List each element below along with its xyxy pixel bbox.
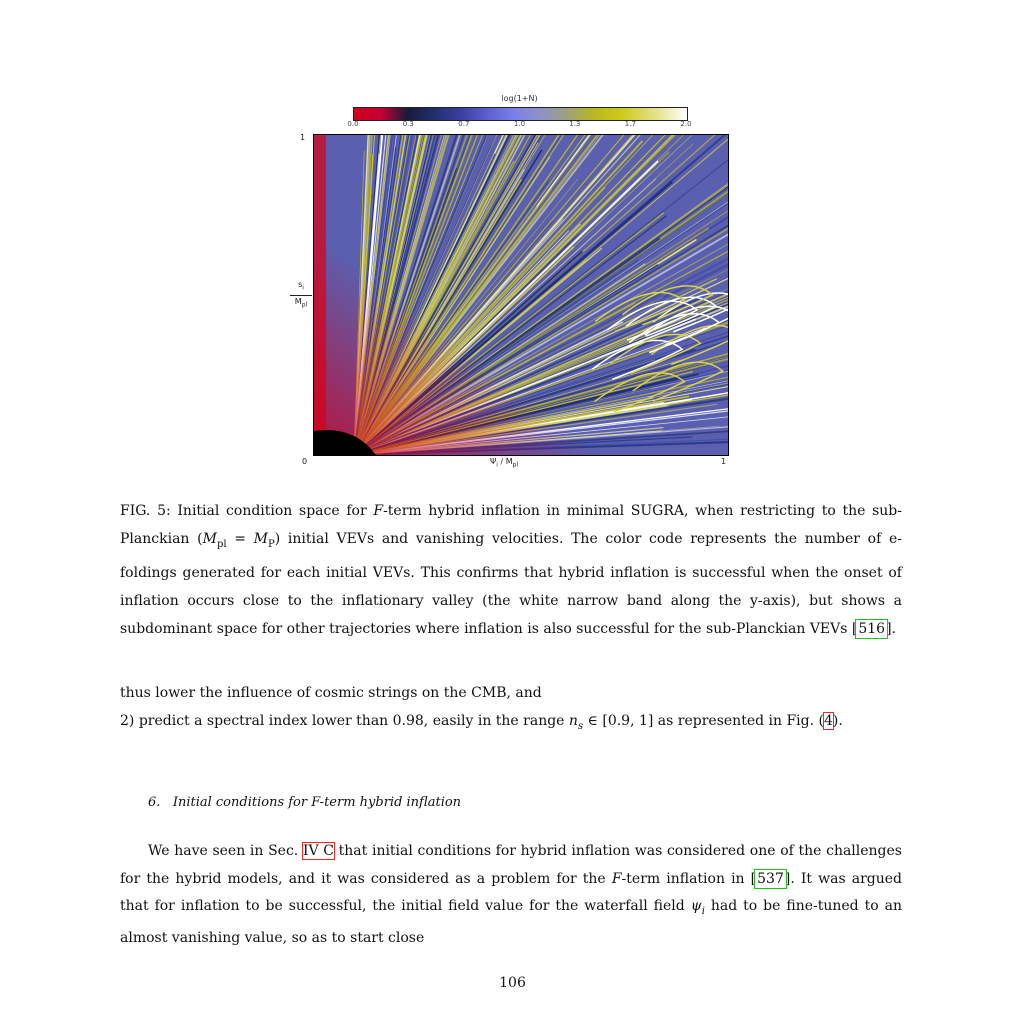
citation-link-537[interactable]: 537 (754, 868, 787, 889)
colorbar-tick: 1.7 (624, 120, 636, 128)
colorbar-title: log(1+N) (501, 94, 538, 103)
page-number: 106 (499, 975, 526, 991)
section-heading: 6. Initial conditions for F-term hybrid … (148, 795, 462, 810)
colorbar-tick: 0.3 (402, 120, 414, 128)
figure-caption: FIG. 5: Initial condition space for F-te… (120, 503, 903, 639)
section-ref-link[interactable]: IV C (301, 842, 335, 860)
colorbar-tick: 0.0 (347, 120, 359, 128)
y-tick-max: 1 (300, 133, 306, 142)
black-region (314, 430, 376, 455)
x-axis-label: Ψi / Mpl (490, 457, 519, 469)
paragraph-line: thus lower the influence of cosmic strin… (120, 685, 542, 701)
heatmap-plot (313, 134, 729, 456)
colorbar (353, 107, 688, 121)
colorbar-tick: 2.0 (680, 120, 692, 128)
paragraph-line: 2) predict a spectral index lower than 0… (120, 711, 843, 732)
paragraph: We have seen in Sec. IV C that initial c… (120, 842, 902, 947)
figure-ref-link[interactable]: 4 (822, 711, 834, 730)
paragraph-continuation: thus lower the influence of cosmic strin… (120, 680, 902, 740)
heatmap-canvas (314, 135, 728, 455)
citation-link-516[interactable]: 516 (855, 618, 889, 639)
colorbar-tick: 0.7 (458, 120, 470, 128)
figure-5: log(1+N) 0.0 0.3 0.7 1.0 1.3 1.7 2.0 1 s… (280, 90, 740, 475)
x-tick-max: 1 (721, 457, 727, 466)
colorbar-ticks: 0.0 0.3 0.7 1.0 1.3 1.7 2.0 (347, 119, 691, 133)
y-tick-min: 0 (302, 457, 308, 466)
colorbar-tick: 1.0 (513, 120, 526, 128)
colorbar-tick: 1.3 (569, 120, 581, 128)
y-axis-label: si Mpl (290, 280, 312, 310)
